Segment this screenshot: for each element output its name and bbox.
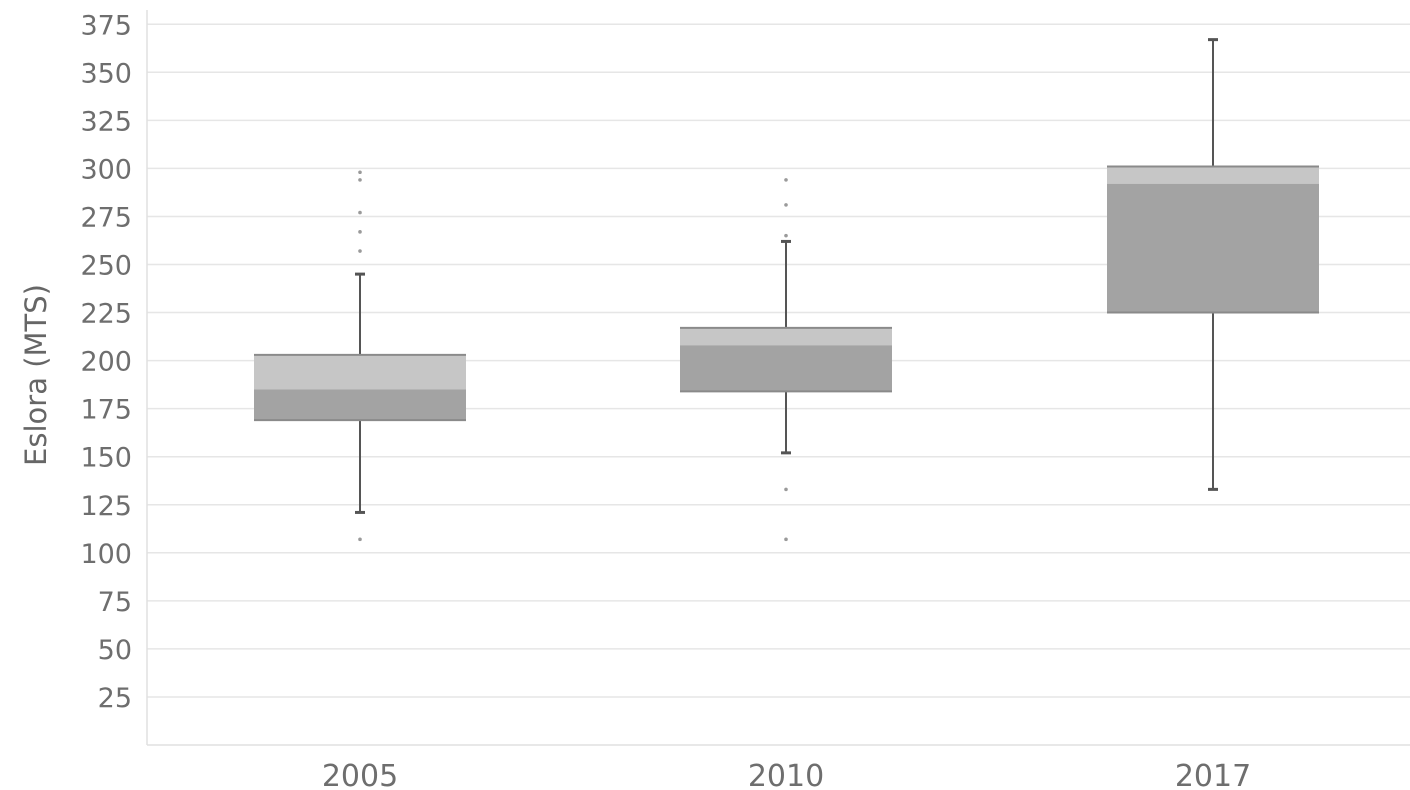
box-2005: [254, 170, 466, 542]
box-upper-2010: [680, 327, 892, 346]
outlier-point: [784, 178, 788, 182]
box-lower-2010: [680, 345, 892, 392]
outlier-point: [784, 233, 788, 238]
outlier-point: [358, 249, 362, 253]
box-2017: [1107, 38, 1319, 491]
y-tick-label: 75: [98, 587, 132, 618]
y-tick-label: 350: [80, 58, 132, 89]
box-upper-2017: [1107, 166, 1319, 184]
y-tick-label: 225: [80, 299, 132, 330]
outlier-point: [784, 487, 788, 492]
y-tick-label: 300: [80, 154, 132, 185]
y-tick-label: 200: [80, 347, 132, 378]
y-tick-label: 100: [80, 539, 132, 570]
outlier-point: [358, 178, 362, 182]
y-tick-label: 375: [80, 10, 132, 41]
box-2010: [680, 178, 892, 542]
outlier-point: [358, 210, 362, 215]
y-tick-label: 25: [98, 683, 132, 714]
x-tick-label: 2017: [1175, 759, 1251, 790]
box-lower-2017: [1107, 183, 1319, 313]
y-tick-label: 50: [98, 635, 132, 666]
y-tick-label: 125: [80, 491, 132, 522]
outlier-point: [784, 537, 788, 542]
y-tick-label: 275: [80, 202, 132, 233]
y-tick-label: 175: [80, 395, 132, 426]
outlier-point: [358, 230, 362, 234]
outlier-point: [358, 170, 362, 175]
y-axis-label: Eslora (MTS): [19, 284, 53, 466]
x-tick-label: 2005: [322, 759, 398, 790]
outlier-point: [358, 537, 362, 542]
outlier-point: [784, 203, 788, 207]
box-upper-2005: [254, 354, 466, 390]
box-lower-2005: [254, 389, 466, 421]
y-tick-labels: 25 50 75 100 125 150 175 200 225 250 275 300 325 350 3…: [80, 10, 132, 714]
y-tick-label: 150: [80, 443, 132, 474]
x-tick-label: 2010: [748, 759, 824, 790]
grid-lines: [147, 23, 1410, 698]
boxes: [254, 38, 1319, 542]
y-tick-label: 325: [80, 106, 132, 137]
x-tick-labels: 2005 2010 2017: [322, 759, 1251, 790]
y-tick-label: 250: [80, 251, 132, 282]
